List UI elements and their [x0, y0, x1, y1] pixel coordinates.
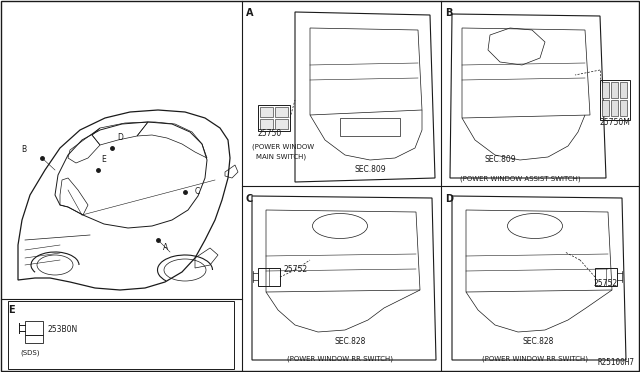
Text: MAIN SWITCH): MAIN SWITCH) — [256, 153, 306, 160]
Bar — [611, 82, 618, 98]
Text: 25752: 25752 — [593, 279, 617, 288]
Text: A: A — [246, 8, 253, 18]
Text: 25750: 25750 — [258, 129, 282, 138]
Bar — [260, 119, 273, 129]
Text: R25100H7: R25100H7 — [598, 358, 635, 367]
Bar — [602, 82, 609, 98]
Text: SEC.828: SEC.828 — [334, 337, 365, 346]
Text: C: C — [195, 187, 200, 196]
Text: 253B0N: 253B0N — [47, 324, 77, 334]
Text: B: B — [445, 8, 452, 18]
Bar — [600, 80, 630, 120]
Bar — [25, 335, 43, 343]
Text: SEC.828: SEC.828 — [522, 337, 554, 346]
Text: D: D — [445, 194, 453, 204]
Bar — [8, 301, 234, 369]
Bar — [595, 268, 617, 286]
Text: SEC.809: SEC.809 — [354, 165, 386, 174]
Bar — [275, 119, 288, 129]
Text: 25752: 25752 — [284, 265, 308, 274]
Bar — [611, 100, 618, 116]
Text: (POWER WINDOW: (POWER WINDOW — [252, 143, 314, 150]
Text: (POWER WINDOW RR SWITCH): (POWER WINDOW RR SWITCH) — [482, 355, 588, 362]
Text: E: E — [102, 155, 106, 164]
Text: (POWER WINDOW ASSIST SWITCH): (POWER WINDOW ASSIST SWITCH) — [460, 175, 580, 182]
Text: 25750M: 25750M — [600, 118, 631, 127]
Text: SEC.809: SEC.809 — [484, 155, 516, 164]
Text: A: A — [163, 244, 168, 253]
Bar — [620, 82, 627, 98]
Bar — [258, 268, 280, 286]
Text: C: C — [246, 194, 253, 204]
Bar — [258, 105, 290, 131]
Bar — [620, 100, 627, 116]
Bar — [260, 107, 273, 117]
Text: (SDS): (SDS) — [20, 350, 40, 356]
Bar — [602, 100, 609, 116]
Bar — [25, 321, 43, 335]
Text: B: B — [21, 145, 27, 154]
Bar — [340, 118, 400, 136]
Text: D: D — [117, 134, 123, 142]
Bar — [275, 107, 288, 117]
Text: (POWER WINDOW RR SWITCH): (POWER WINDOW RR SWITCH) — [287, 355, 393, 362]
Text: E: E — [8, 305, 15, 315]
